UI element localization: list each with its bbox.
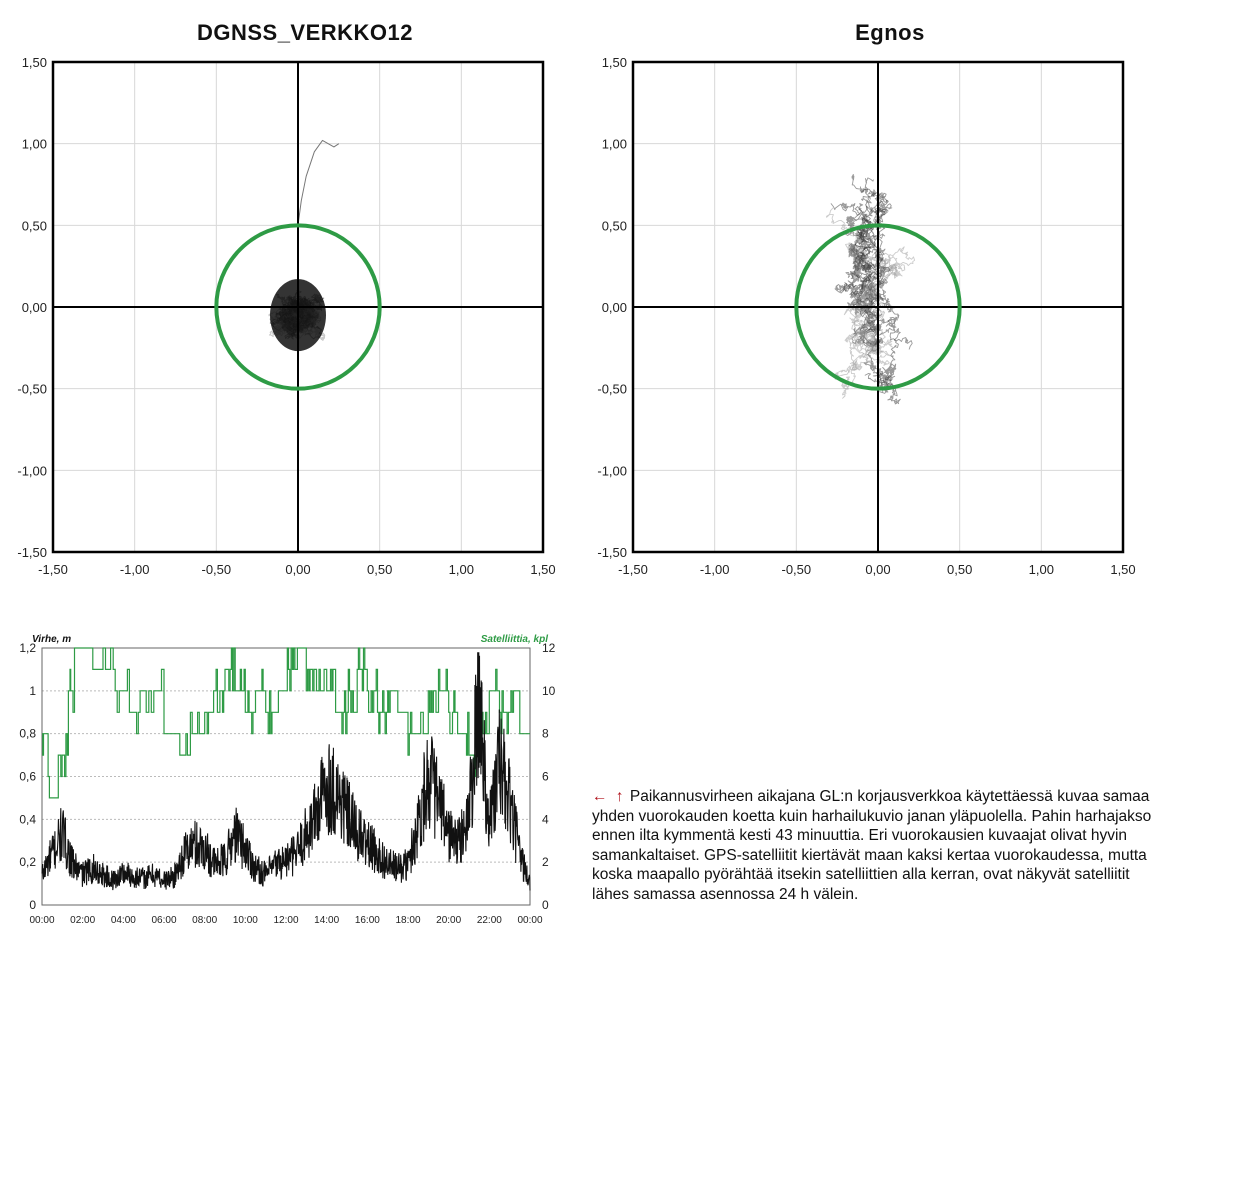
y-tick-label: -1,50 [597, 545, 627, 560]
x-tick-label: 0,50 [367, 562, 392, 577]
trace-cloud [268, 139, 340, 352]
plot-frame [631, 60, 1125, 554]
y-tick-label: 0,50 [602, 218, 627, 233]
y-tick-label: 0,2 [19, 855, 36, 869]
x-tick-label: -0,50 [202, 562, 232, 577]
x-tick-label: 12:00 [273, 915, 298, 926]
reference-circle [794, 223, 962, 391]
series-satellites [42, 647, 530, 799]
x-tick-label: 16:00 [355, 915, 380, 926]
x-tick-label: -1,00 [700, 562, 730, 577]
chart-title-egnos: Egnos [855, 20, 925, 45]
y-tick-label: -0,50 [597, 382, 627, 397]
y-tick-label: 0,8 [19, 727, 36, 741]
trace-path [856, 247, 903, 280]
plot-frame [51, 60, 545, 554]
x-tick-label: 00:00 [29, 915, 54, 926]
y2-tick-label: 0 [542, 898, 549, 912]
trace-path [848, 243, 871, 278]
figure-caption: ← ↑ Paikannusvirheen aikajana GL:n korja… [592, 787, 1167, 904]
y2-tick-label: 6 [542, 770, 549, 784]
series-error [41, 652, 531, 891]
y2-tick-label: 2 [542, 855, 549, 869]
y-tick-label: 0 [29, 898, 36, 912]
x-tick-label: 1,00 [1029, 562, 1054, 577]
x-tick-label: 00:00 [517, 915, 542, 926]
x-tick-label: -1,00 [120, 562, 150, 577]
chart-title-dgnss: DGNSS_VERKKO12 [196, 20, 414, 45]
y2-axis-title: Satelliittia, kpl [481, 634, 548, 645]
trace-path [842, 280, 883, 333]
x-tick-label: 06:00 [151, 915, 176, 926]
x-tick-label: 22:00 [477, 915, 502, 926]
y-axis-title: Virhe, m [32, 634, 71, 645]
x-tick-label: 02:00 [70, 915, 95, 926]
x-tick-label: 0,00 [865, 562, 890, 577]
y-tick-label: 0,00 [22, 300, 47, 315]
trace-path [852, 280, 885, 312]
y-tick-label: 0,50 [22, 218, 47, 233]
x-tick-label: 10:00 [233, 915, 258, 926]
trace-spur [297, 139, 340, 226]
x-tick-label: 1,00 [449, 562, 474, 577]
y-tick-label: 1 [29, 684, 36, 698]
trace-cloud [826, 173, 916, 405]
x-tick-label: -1,50 [618, 562, 648, 577]
trace-path [869, 192, 893, 286]
x-tick-label: -0,50 [782, 562, 812, 577]
x-tick-label: 20:00 [436, 915, 461, 926]
y2-tick-label: 12 [542, 641, 556, 655]
trace-path [851, 319, 913, 350]
trace-path [830, 202, 874, 293]
scatter-chart-dgnss: -1,50 -1,00 -0,50 0,00 0,50 1,00 1,50 1,50 1,00 0… [17, 55, 555, 577]
x-tick-label: 1,50 [1110, 562, 1135, 577]
y-tick-label: -0,50 [17, 382, 47, 397]
x-tick-label: 04:00 [111, 915, 136, 926]
caption-text: Paikannusvirheen aikajana GL:n korjausve… [592, 788, 1152, 903]
y-tick-label: 0,6 [19, 770, 36, 784]
caption-arrows: ← ↑ [592, 788, 626, 805]
y-tick-label: -1,50 [17, 545, 47, 560]
y-tick-label: 1,2 [19, 641, 36, 655]
x-tick-label: 1,50 [530, 562, 555, 577]
reference-circle [214, 223, 382, 391]
plot-frame [41, 647, 531, 906]
y-tick-label: 0,00 [602, 300, 627, 315]
x-tick-label: 14:00 [314, 915, 339, 926]
scatter-chart-egnos: -1,50 -1,00 -0,50 0,00 0,50 1,00 1,50 1,50 1,00 0… [597, 55, 1135, 577]
trace-path [826, 207, 898, 282]
y-tick-label: -1,00 [597, 463, 627, 478]
y-tick-label: 1,50 [22, 55, 47, 70]
y-tick-label: 1,50 [602, 55, 627, 70]
timeseries-chart: Virhe, m Satelliittia, kpl 1,2 1 0,8 0,6 0,4 0,… [19, 634, 556, 926]
y2-tick-label: 4 [542, 812, 549, 826]
x-tick-label: 08:00 [192, 915, 217, 926]
x-tick-label: 0,00 [285, 562, 310, 577]
x-tick-label: 0,50 [947, 562, 972, 577]
y2-tick-label: 10 [542, 684, 556, 698]
y-tick-label: 1,00 [602, 137, 627, 152]
x-tick-label: -1,50 [38, 562, 68, 577]
x-tick-label: 18:00 [395, 915, 420, 926]
y-tick-label: 0,4 [19, 812, 36, 826]
y-tick-label: 1,00 [22, 137, 47, 152]
trace-path [836, 304, 892, 374]
y-tick-label: -1,00 [17, 463, 47, 478]
trace-path [841, 323, 882, 399]
y2-tick-label: 8 [542, 727, 549, 741]
